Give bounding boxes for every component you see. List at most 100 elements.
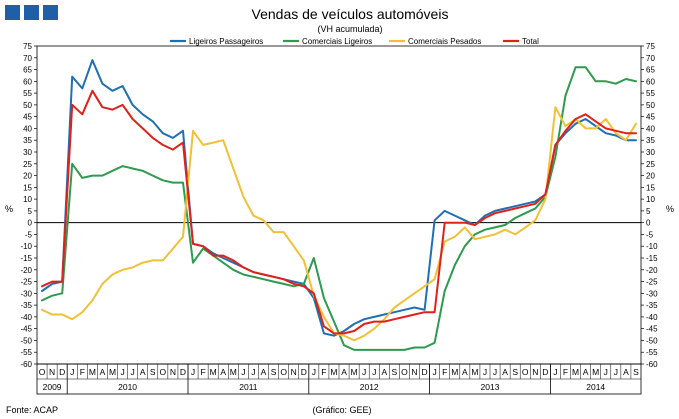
y-tick-label-right: 45 <box>646 113 655 122</box>
x-tick-label: N <box>291 367 297 377</box>
y-tick-label-right: -5 <box>646 230 654 239</box>
x-tick-label: O <box>39 367 46 377</box>
x-tick-label: M <box>230 367 237 377</box>
logo-square-1 <box>5 5 20 20</box>
x-tick-label: D <box>180 367 186 377</box>
x-tick-label: J <box>120 367 124 377</box>
chart-title: Vendas de veículos automóveis <box>252 6 449 22</box>
series-line-total <box>41 89 637 335</box>
x-tick-label: J <box>241 367 245 377</box>
x-tick-label: J <box>251 367 255 377</box>
x-year-label: 2009 <box>43 382 62 392</box>
x-tick-label: O <box>280 367 287 377</box>
y-tick-label-right: 0 <box>646 219 651 228</box>
x-tick-label: F <box>563 367 568 377</box>
x-tick-label: A <box>583 367 589 377</box>
x-tick-label: J <box>483 367 487 377</box>
y-tick-label-right: -35 <box>646 301 658 310</box>
y-tick-label-left: 35 <box>23 136 32 145</box>
y-tick-label-left: -25 <box>20 278 32 287</box>
legend-label-ligeiros-passageiros: Ligeiros Passageiros <box>189 37 263 46</box>
x-tick-label: J <box>70 367 74 377</box>
footer-source: Fonte: ACAP <box>6 405 58 415</box>
x-tick-label: M <box>330 367 337 377</box>
x-tick-label: M <box>572 367 579 377</box>
x-tick-label: J <box>553 367 557 377</box>
x-tick-label: J <box>312 367 316 377</box>
x-tick-label: J <box>191 367 195 377</box>
y-label-right: % <box>666 204 674 214</box>
logo-square-2 <box>24 5 39 20</box>
x-tick-label: A <box>462 367 468 377</box>
x-tick-label: D <box>59 367 65 377</box>
x-tick-label: F <box>200 367 205 377</box>
x-tick-label: A <box>100 367 106 377</box>
chart-subtitle: (VH acumulada) <box>317 24 382 34</box>
x-tick-label: A <box>220 367 226 377</box>
x-tick-label: A <box>381 367 387 377</box>
y-tick-label-left: 20 <box>23 172 32 181</box>
x-tick-label: D <box>421 367 427 377</box>
y-tick-label-right: -20 <box>646 266 658 275</box>
y-tick-label-right: -15 <box>646 254 658 263</box>
footer-credit: (Gráfico: GEE) <box>312 405 371 415</box>
y-tick-label-left: -35 <box>20 301 32 310</box>
y-tick-label-right: 55 <box>646 89 655 98</box>
x-tick-label: M <box>592 367 599 377</box>
x-tick-label: O <box>401 367 408 377</box>
x-tick-label: S <box>271 367 277 377</box>
y-tick-label-right: 20 <box>646 172 655 181</box>
y-tick-label-right: 5 <box>646 207 651 216</box>
y-tick-label-right: 15 <box>646 183 655 192</box>
x-tick-label: A <box>502 367 508 377</box>
legend-label-total: Total <box>522 37 539 46</box>
x-tick-label: A <box>140 367 146 377</box>
x-tick-label: A <box>341 367 347 377</box>
y-tick-label-left: 30 <box>23 148 32 157</box>
y-tick-label-left: 40 <box>23 124 32 133</box>
series-line-comerciais-pesados <box>41 106 637 342</box>
y-tick-label-left: 25 <box>23 160 32 169</box>
y-tick-label-left: -5 <box>25 230 33 239</box>
y-tick-label-right: 60 <box>646 77 655 86</box>
y-tick-label-right: 25 <box>646 160 655 169</box>
y-tick-label-left: 70 <box>23 54 32 63</box>
x-year-label: 2012 <box>360 382 379 392</box>
y-tick-label-left: 0 <box>28 219 33 228</box>
x-tick-label: M <box>351 367 358 377</box>
x-tick-label: M <box>89 367 96 377</box>
y-tick-label-left: -40 <box>20 313 32 322</box>
y-tick-label-left: -50 <box>20 336 32 345</box>
x-year-label: 2011 <box>239 382 258 392</box>
logo <box>5 5 58 20</box>
x-tick-label: S <box>512 367 518 377</box>
x-tick-label: N <box>411 367 417 377</box>
x-tick-label: N <box>49 367 55 377</box>
x-tick-label: F <box>321 367 326 377</box>
y-tick-label-left: 10 <box>23 195 32 204</box>
series-line-ligeiros-passageiros <box>41 59 637 337</box>
x-tick-label: A <box>623 367 629 377</box>
y-tick-label-right: 75 <box>646 42 655 51</box>
x-tick-label: M <box>210 367 217 377</box>
y-tick-label-left: -45 <box>20 325 32 334</box>
y-tick-label-right: -40 <box>646 313 658 322</box>
y-tick-label-right: -45 <box>646 325 658 334</box>
x-tick-label: J <box>362 367 366 377</box>
y-tick-label-right: 35 <box>646 136 655 145</box>
x-tick-label: J <box>131 367 135 377</box>
x-tick-label: N <box>170 367 176 377</box>
x-tick-label: O <box>522 367 529 377</box>
x-tick-label: D <box>542 367 548 377</box>
x-tick-label: N <box>532 367 538 377</box>
x-tick-label: F <box>80 367 85 377</box>
legend-label-comerciais-ligeiros: Comerciais Ligeiros <box>302 37 372 46</box>
logo-square-3 <box>43 5 58 20</box>
legend: Ligeiros Passageiros Comerciais Ligeiros C… <box>170 37 539 46</box>
y-tick-label-left: 5 <box>28 207 33 216</box>
x-tick-label: J <box>493 367 497 377</box>
y-tick-label-left: -15 <box>20 254 32 263</box>
y-tick-label-right: -10 <box>646 242 658 251</box>
y-tick-label-left: 55 <box>23 89 32 98</box>
